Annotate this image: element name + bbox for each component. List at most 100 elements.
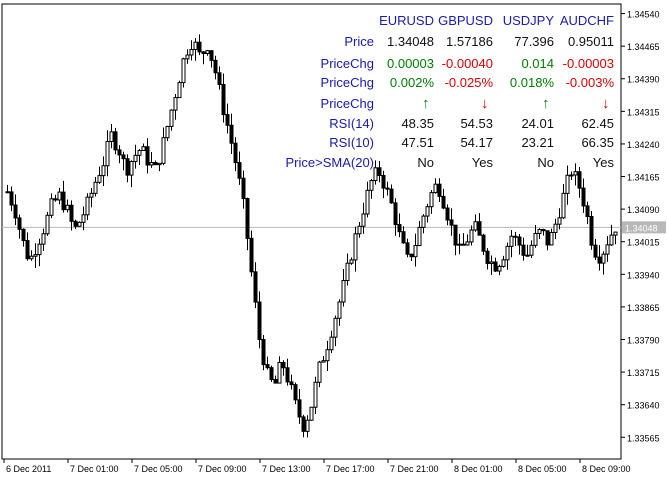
candle-body: [357, 225, 362, 235]
x-tick-label: 6 Dec 2011: [6, 464, 51, 474]
candle-body: [537, 229, 542, 234]
candle-body: [345, 262, 350, 282]
candle-body: [233, 142, 238, 164]
cell-value: 54.17: [460, 135, 493, 150]
candle-body: [153, 162, 158, 166]
candle-body: [585, 205, 590, 217]
candle-body: [397, 224, 402, 233]
candle-body: [421, 215, 426, 228]
candle-body: [597, 256, 602, 264]
cell-value: Yes: [471, 155, 493, 170]
candle-body: [317, 361, 322, 383]
candle-body: [5, 191, 10, 194]
candle-body: [277, 361, 282, 384]
row-label-price-sma-20-: Price>SMA(20): [285, 155, 375, 170]
candle-body: [193, 41, 198, 51]
cell-value: -0.025%: [444, 75, 493, 90]
candle-body: [325, 349, 330, 362]
candle-body: [61, 191, 66, 211]
cell-value: -0.00040: [441, 56, 493, 71]
candle-body: [73, 220, 78, 227]
candle-body: [297, 399, 302, 418]
candle-body: [433, 183, 438, 194]
candle-body: [613, 231, 618, 236]
candle-body: [353, 233, 358, 261]
candle-body: [285, 367, 290, 383]
x-tick-label: 7 Dec 21:00: [390, 464, 439, 474]
candle-body: [449, 219, 454, 226]
y-tick-label: 1.34540: [627, 10, 660, 20]
row-label-pricechg: PriceChg: [320, 75, 374, 90]
candle-body: [117, 149, 122, 156]
candle-body: [529, 244, 534, 256]
arrow-down-icon: ↓: [602, 95, 610, 112]
row-label-price: Price: [344, 34, 374, 49]
candle-body: [389, 188, 394, 204]
symbol-header-eurusd: EURUSD: [379, 13, 434, 28]
candle-body: [141, 146, 146, 151]
candle-body: [377, 167, 382, 176]
candle-body: [473, 221, 478, 231]
cell-value: 0.018%: [509, 75, 554, 90]
cell-value: 1.34048: [387, 34, 434, 49]
candle-body: [89, 192, 94, 198]
cell-value: 0.002%: [389, 75, 434, 90]
candle-body: [573, 171, 578, 176]
candle-body: [381, 174, 386, 189]
candle-body: [289, 381, 294, 386]
candle-body: [349, 259, 354, 264]
candle-body: [205, 50, 210, 54]
candle-body: [425, 206, 430, 217]
y-tick-label: 1.33640: [627, 401, 660, 411]
candle-body: [593, 244, 598, 258]
candle-body: [309, 406, 314, 421]
candle-body: [53, 198, 58, 201]
candle-body: [341, 280, 346, 303]
y-tick-label: 1.34315: [627, 107, 660, 117]
cell-value: Yes: [592, 155, 614, 170]
candle-body: [413, 245, 418, 258]
candle-body: [17, 217, 22, 230]
cell-value: -0.003%: [565, 75, 614, 90]
candle-body: [105, 140, 110, 167]
candle-body: [69, 204, 74, 222]
candle-body: [509, 235, 514, 247]
candle-body: [609, 234, 614, 246]
cell-value: 47.51: [401, 135, 434, 150]
x-tick-label: 7 Dec 01:00: [70, 464, 119, 474]
candle-body: [97, 175, 102, 183]
candle-body: [221, 83, 226, 116]
cell-value: 62.45: [581, 116, 614, 131]
candle-body: [257, 301, 262, 341]
candle-body: [197, 41, 202, 53]
y-tick-label: 1.33940: [627, 270, 660, 280]
candle-body: [545, 230, 550, 246]
candle-body: [489, 261, 494, 264]
candle-body: [453, 224, 458, 246]
candle-body: [401, 231, 406, 244]
candle-body: [365, 189, 370, 215]
candle-body: [145, 146, 150, 166]
candle-body: [561, 192, 566, 219]
candle-body: [65, 204, 70, 211]
candle-body: [265, 364, 270, 369]
candle-body: [441, 195, 446, 209]
candle-body: [149, 162, 154, 166]
candle-body: [313, 381, 318, 408]
candle-body: [505, 245, 510, 261]
candle-body: [113, 131, 118, 151]
y-tick-label: 1.33715: [627, 368, 660, 378]
candle-body: [361, 213, 366, 227]
candle-body: [549, 231, 554, 246]
symbol-header-audchf: AUDCHF: [559, 13, 614, 28]
candle-body: [9, 191, 14, 206]
candle-body: [521, 244, 526, 256]
candle-body: [245, 198, 250, 239]
candle-body: [225, 114, 230, 126]
candle-body: [485, 250, 490, 264]
candle-body: [569, 174, 574, 177]
candle-body: [45, 214, 50, 235]
plot-frame: [1, 3, 622, 460]
